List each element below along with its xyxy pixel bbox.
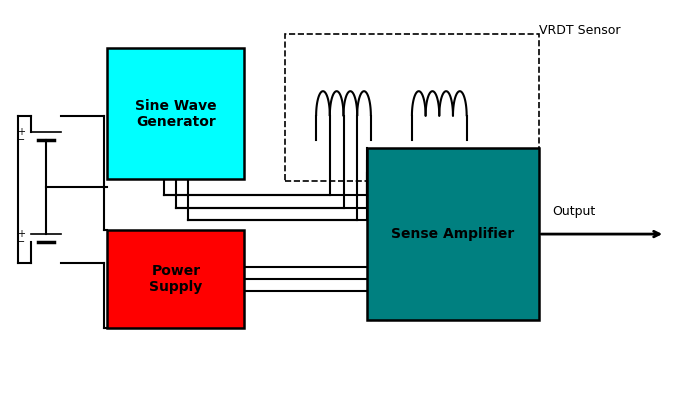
Text: Sense Amplifier: Sense Amplifier: [392, 227, 515, 241]
Text: −: −: [17, 135, 25, 145]
FancyBboxPatch shape: [107, 230, 245, 328]
Text: VRDT Sensor: VRDT Sensor: [539, 24, 620, 37]
FancyBboxPatch shape: [368, 148, 539, 320]
Text: Sine Wave
Generator: Sine Wave Generator: [135, 99, 216, 129]
Text: Output: Output: [552, 205, 596, 218]
Text: Power
Supply: Power Supply: [149, 264, 203, 294]
Text: −: −: [17, 237, 25, 247]
Text: +: +: [17, 229, 25, 240]
FancyBboxPatch shape: [107, 48, 245, 179]
Text: +: +: [17, 127, 25, 137]
